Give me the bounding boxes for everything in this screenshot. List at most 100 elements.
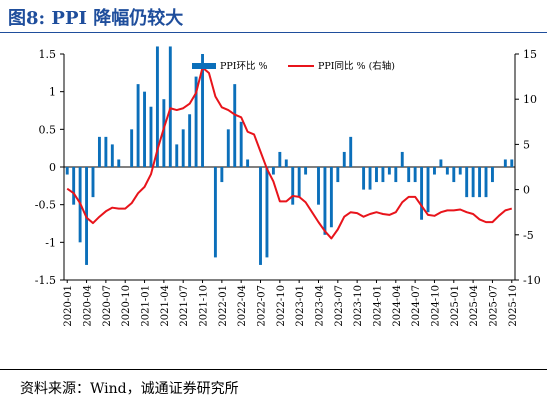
ppi-mom-bar — [491, 167, 494, 183]
x-tick-label: 2023-10 — [353, 285, 364, 327]
ppi-mom-bar — [484, 167, 488, 198]
right-tick-label: -10 — [523, 274, 541, 287]
source-note: 资料来源：Wind，诚通证券研究所 — [20, 381, 239, 397]
x-tick-label: 2022-01 — [218, 285, 229, 327]
ppi-mom-bar — [349, 136, 353, 167]
legend-bar-label: PPI环比 % — [220, 60, 268, 72]
ppi-mom-bar — [265, 167, 269, 258]
left-tick-label: 0.5 — [39, 123, 57, 136]
right-tick-label: -5 — [523, 229, 534, 242]
figure-header: 图8: PPI 降幅仍较大 — [0, 0, 547, 34]
ppi-mom-bar — [329, 167, 333, 228]
x-tick-label: 2021-07 — [179, 285, 190, 327]
right-tick-label: 10 — [523, 93, 537, 106]
ppi-mom-bar — [220, 167, 224, 183]
ppi-mom-bar — [336, 167, 340, 183]
ppi-mom-bar — [445, 167, 449, 175]
ppi-mom-bar — [323, 167, 327, 235]
left-tick-label: 1.5 — [39, 48, 57, 61]
ppi-mom-bar — [117, 159, 121, 167]
ppi-mom-bar — [278, 151, 282, 167]
x-tick-label: 2023-01 — [295, 285, 306, 327]
ppi-mom-bar — [271, 167, 275, 175]
x-tick-label: 2021-10 — [199, 285, 210, 327]
ppi-mom-bar — [65, 167, 69, 175]
x-tick-label: 2022-07 — [257, 285, 268, 327]
ppi-chart: 1.5 1 0.5 0 -0.5 -1 -1.5 15 10 5 0 -5 -10 2020-01 2020… — [35, 46, 541, 327]
figure-title: 图8: PPI 降幅仍较大 — [8, 8, 184, 29]
ppi-mom-bar — [400, 151, 404, 167]
ppi-mom-bar — [503, 159, 507, 167]
ppi-mom-bar — [213, 167, 217, 258]
ppi-mom-bar — [259, 167, 262, 265]
ppi-mom-bar — [143, 91, 146, 167]
x-tick-label: 2024-10 — [430, 285, 441, 327]
ppi-mom-bar — [317, 167, 320, 205]
x-tick-label: 2020-07 — [102, 285, 113, 327]
ppi-mom-bar — [91, 167, 95, 198]
x-tick-label: 2025-04 — [469, 285, 480, 327]
left-tick-label: -1 — [45, 236, 56, 249]
x-tick-label: 2020-01 — [63, 285, 74, 327]
x-tick-label: 2025-01 — [450, 285, 461, 327]
x-tick-label: 2024-07 — [411, 285, 422, 327]
x-tick-label: 2021-01 — [141, 285, 152, 327]
ppi-mom-bar — [175, 144, 179, 167]
ppi-mom-bar — [510, 159, 514, 167]
right-tick-label: 0 — [523, 184, 530, 197]
ppi-mom-bar — [110, 144, 114, 167]
ppi-mom-bar — [97, 136, 101, 167]
ppi-mom-bar — [201, 54, 204, 167]
x-tick-label: 2020-10 — [121, 285, 132, 327]
ppi-mom-bar — [194, 76, 198, 167]
ppi-mom-bar — [413, 167, 417, 183]
left-tick-label: -1.5 — [35, 274, 56, 287]
ppi-mom-bar — [426, 167, 430, 213]
ppi-mom-bar — [284, 159, 288, 167]
ppi-mom-bar — [420, 167, 424, 220]
ppi-mom-bar — [136, 84, 140, 167]
ppi-mom-bar — [130, 129, 134, 167]
ppi-mom-bar — [239, 121, 243, 167]
ppi-mom-bar — [304, 167, 308, 175]
legend-line-label: PPI同比 % (右轴) — [318, 60, 395, 72]
legend-bar-swatch — [192, 63, 216, 69]
ppi-mom-bar — [155, 46, 159, 167]
left-tick-label: 0 — [49, 161, 56, 174]
ppi-mom-bar — [226, 129, 230, 167]
ppi-mom-bar — [246, 159, 250, 167]
ppi-mom-bar — [465, 167, 469, 198]
ppi-mom-bar — [188, 114, 192, 167]
x-tick-label: 2022-10 — [276, 285, 287, 327]
ppi-mom-bar — [342, 151, 346, 167]
ppi-mom-bar — [162, 99, 166, 167]
x-tick-label: 2022-04 — [237, 285, 248, 327]
x-tick-label: 2025-07 — [488, 285, 499, 327]
ppi-mom-bar — [433, 167, 436, 175]
x-tick-label: 2020-04 — [83, 285, 94, 327]
ppi-mom-bar — [72, 167, 76, 205]
ppi-mom-bar — [478, 167, 482, 198]
x-tick-label: 2025-10 — [508, 285, 519, 327]
footer-divider — [0, 369, 547, 370]
x-tick-label: 2024-04 — [392, 285, 403, 327]
ppi-mom-bar — [381, 167, 385, 183]
left-tick-label: 1 — [49, 86, 56, 99]
ppi-mom-bar — [104, 136, 108, 167]
ppi-mom-bar — [375, 167, 378, 183]
ppi-mom-bar — [394, 167, 398, 183]
ppi-mom-bar — [368, 167, 372, 190]
left-tick-label: -0.5 — [35, 199, 56, 212]
ppi-mom-bar — [233, 84, 237, 167]
ppi-mom-bar — [168, 46, 172, 167]
ppi-mom-bar — [458, 167, 462, 175]
ppi-mom-bar — [291, 167, 295, 205]
x-tick-label: 2023-04 — [314, 285, 325, 327]
ppi-yoy-line — [66, 66, 513, 240]
ppi-mom-bar — [452, 167, 456, 183]
right-tick-label: 5 — [523, 138, 530, 151]
right-tick-label: 15 — [523, 48, 537, 61]
ppi-mom-bar — [181, 129, 185, 167]
ppi-mom-bar — [471, 167, 475, 198]
ppi-mom-bar — [362, 167, 366, 190]
